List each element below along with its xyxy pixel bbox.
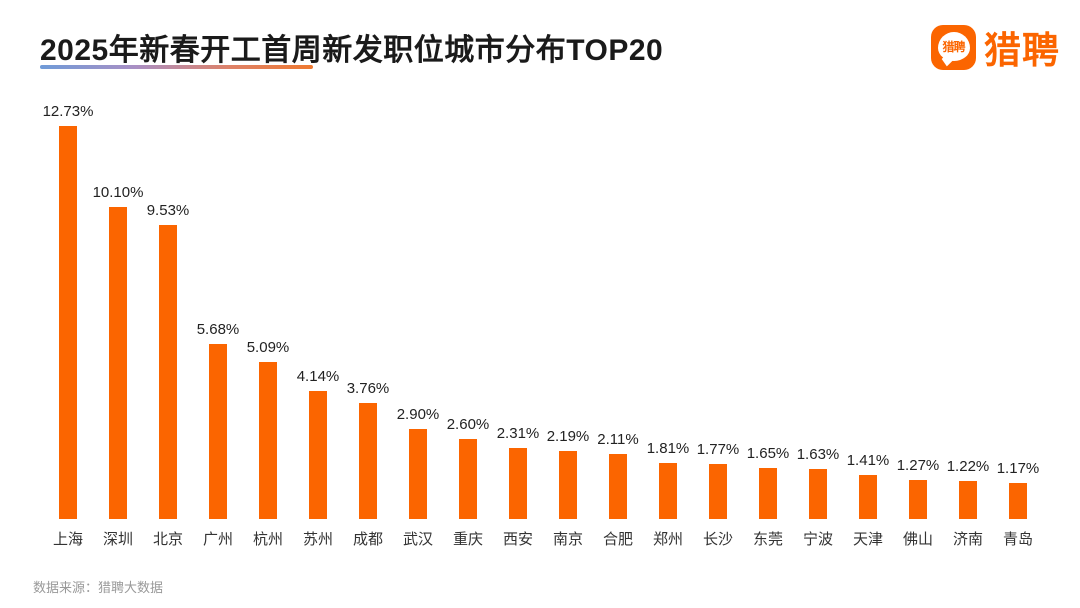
bar [609,454,627,519]
bar-city-label: 长沙 [702,531,733,548]
bar-value-label: 1.27% [896,457,940,474]
bar [59,126,77,519]
liepin-logo-icon: 猎聘 [931,24,976,70]
bar [759,468,777,519]
bar-column: 1.63% 宁波 [793,446,843,548]
bar-city-label: 广州 [202,531,233,548]
bar-column: 3.76% 成都 [343,380,393,548]
bar-city-label: 合肥 [602,531,633,548]
bar-value-label: 3.76% [346,380,390,397]
bar-value-label: 1.17% [996,460,1040,477]
bar-value-label: 1.22% [946,458,990,475]
bar-column: 12.73% 上海 [42,103,94,548]
bar-column: 2.11% 合肥 [593,431,643,548]
title-underline-decoration [40,65,313,69]
bar [409,429,427,519]
bar-city-label: 成都 [352,531,383,548]
bar-column: 2.90% 武汉 [393,406,443,548]
bar [459,439,477,519]
liepin-wordmark: 猎聘 [984,30,1060,71]
bar [709,464,727,519]
bar-city-label: 北京 [152,531,183,548]
liepin-logo: 猎聘 猎聘 [931,20,1060,74]
bar-city-label: 天津 [852,531,883,548]
bar-chart: 12.73% 上海 10.10% 深圳 9.53% 北京 5.68% 广州 5.09% 杭州 4.1… [42,100,1043,548]
bar [1009,483,1027,519]
bar-value-label: 2.60% [446,416,490,433]
bar [659,463,677,519]
bar-column: 1.77% 长沙 [693,441,743,548]
bar [809,469,827,519]
bar-value-label: 1.63% [796,446,840,463]
bar-column: 1.27% 佛山 [893,457,943,548]
bar-city-label: 郑州 [652,531,683,548]
bar-value-label: 5.68% [196,321,240,338]
bar-city-label: 青岛 [1002,531,1033,548]
bar-value-label: 2.11% [597,431,639,448]
bar-value-label: 1.77% [696,441,740,458]
bar-column: 1.81% 郑州 [643,440,693,548]
bar [909,480,927,519]
bar-value-label: 2.19% [546,428,590,445]
bar [309,391,327,519]
bar [509,448,527,519]
bar-city-label: 西安 [502,531,533,548]
bar [159,225,177,519]
bar-column: 1.65% 东莞 [743,445,793,548]
logo-bubble-text: 猎聘 [942,39,965,54]
bar-value-label: 10.10% [92,184,144,201]
bar-value-label: 5.09% [246,339,290,356]
speech-bubble-icon: 猎聘 [937,31,970,61]
bar-value-label: 12.73% [42,103,94,120]
bar-city-label: 杭州 [252,531,283,548]
data-source-note: 数据来源：猎聘大数据 [33,580,164,595]
bar-city-label: 南京 [552,531,583,548]
bar-value-label: 1.41% [846,452,890,469]
bar [259,362,277,519]
bar [959,481,977,519]
bar-city-label: 苏州 [302,531,333,548]
bar [359,403,377,519]
bar-column: 5.09% 杭州 [243,339,293,548]
bar-city-label: 上海 [52,531,83,548]
bar [209,344,227,519]
bar-city-label: 武汉 [402,531,433,548]
bar-column: 10.10% 深圳 [92,184,144,548]
bar-city-label: 济南 [952,531,983,548]
bar-column: 2.60% 重庆 [443,416,493,548]
bar-value-label: 9.53% [146,202,190,219]
bar-value-label: 2.90% [396,406,440,423]
bar-city-label: 宁波 [802,531,833,548]
bar-value-label: 1.81% [646,440,690,457]
bar-column: 1.41% 天津 [843,452,893,548]
bar-value-label: 1.65% [746,445,790,462]
bar-city-label: 佛山 [902,531,933,548]
bar-column: 9.53% 北京 [143,202,193,548]
bar-value-label: 4.14% [296,368,340,385]
bar-city-label: 重庆 [452,531,483,548]
bar [109,207,127,519]
bar-column: 5.68% 广州 [193,321,243,548]
bar [559,451,577,519]
bar-column: 1.22% 济南 [943,458,993,548]
bar-column: 2.31% 西安 [493,425,543,548]
bar-column: 2.19% 南京 [543,428,593,548]
bar-value-label: 2.31% [496,425,540,442]
bar-column: 4.14% 苏州 [293,368,343,548]
page-title: 2025年新春开工首周新发职位城市分布TOP20 [40,34,664,67]
bar [859,475,877,519]
bar-city-label: 东莞 [752,531,783,548]
bar-column: 1.17% 青岛 [993,460,1043,548]
bar-city-label: 深圳 [102,531,133,548]
